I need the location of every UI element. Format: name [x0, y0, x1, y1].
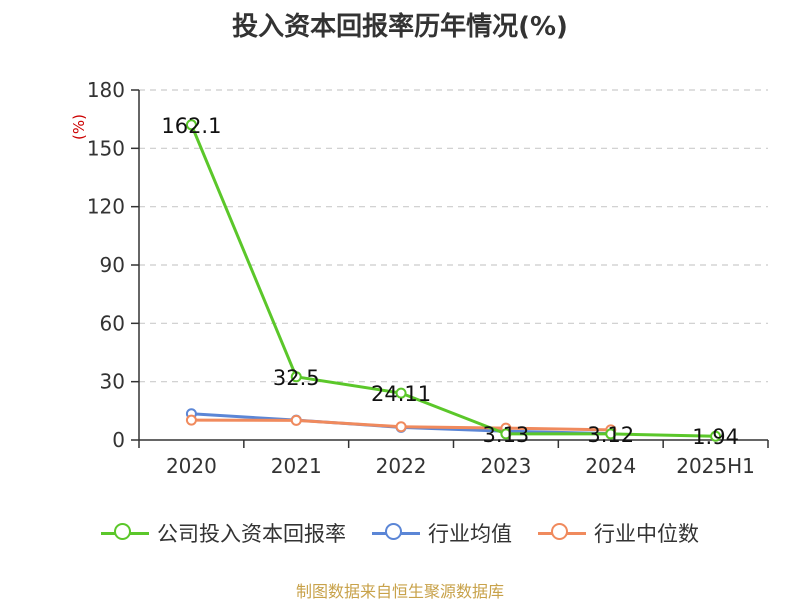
y-axis-label: (%) [70, 114, 88, 140]
y-tick-label: 90 [100, 253, 125, 277]
y-tick-label: 180 [87, 78, 125, 102]
series-line-0 [190, 124, 716, 438]
legend-label-industry-mean: 行业均值 [428, 522, 512, 546]
data-label: 162.1 [161, 114, 221, 138]
legend-item-company[interactable]: 公司投入资本回报率 [101, 518, 346, 548]
y-tick-label: 120 [87, 195, 125, 219]
legend: 公司投入资本回报率 行业均值 行业中位数 [0, 518, 800, 548]
data-label: 1.94 [692, 425, 739, 449]
y-tick-label: 30 [100, 370, 125, 394]
x-tick-label: 2020 [166, 454, 217, 478]
data-point-2 [395, 421, 407, 433]
data-point-2 [290, 414, 302, 426]
legend-label-industry-median: 行业中位数 [594, 522, 699, 546]
data-label: 24.11 [371, 382, 431, 406]
legend-label-company: 公司投入资本回报率 [157, 522, 346, 546]
chart-title: 投入资本回报率历年情况(%) [232, 12, 568, 42]
data-point-0 [395, 387, 407, 399]
legend-item-industry-median[interactable]: 行业中位数 [538, 518, 699, 548]
x-tick-label: 2025H1 [676, 454, 755, 478]
y-tick-label: 0 [112, 428, 125, 452]
x-tick-label: 2021 [271, 454, 322, 478]
legend-item-industry-mean[interactable]: 行业均值 [372, 518, 512, 548]
data-point-0 [605, 428, 617, 440]
data-point-0 [290, 371, 302, 383]
data-label: 3.12 [587, 423, 634, 447]
x-tick-label: 2023 [480, 454, 531, 478]
x-tick-label: 2024 [585, 454, 636, 478]
data-point-0 [185, 119, 197, 131]
data-point-0 [710, 430, 722, 442]
y-tick-label: 60 [100, 311, 125, 335]
data-label: 3.13 [483, 423, 530, 447]
data-label: 32.5 [273, 366, 320, 390]
legend-marker-industry-median [538, 521, 586, 545]
source-note: 制图数据来自恒生聚源数据库 [295, 582, 504, 601]
x-tick-label: 2022 [376, 454, 427, 478]
legend-marker-company [101, 521, 149, 545]
legend-marker-industry-mean [372, 521, 420, 545]
data-point-0 [500, 428, 512, 440]
y-tick-label: 150 [87, 136, 125, 160]
data-point-2 [185, 414, 197, 426]
